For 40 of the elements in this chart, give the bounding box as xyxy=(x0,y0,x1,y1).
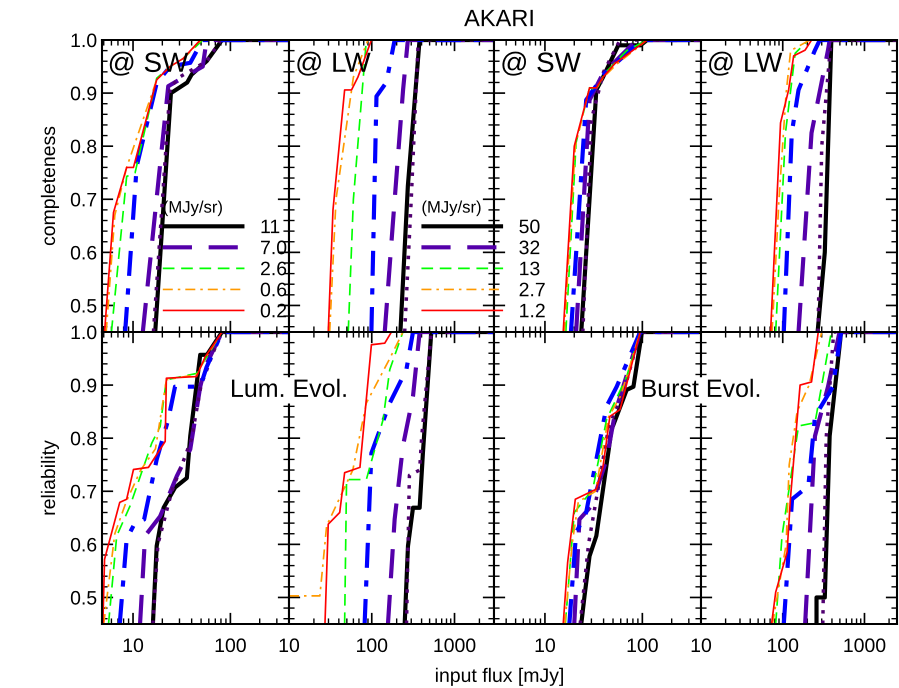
annotation: @ SW xyxy=(502,52,581,76)
x-tick-label: 10 xyxy=(536,638,555,652)
y-tick-label: 1.0 xyxy=(72,33,96,48)
x-tick-label: 10 xyxy=(692,638,712,652)
y-tick-label: 0.6 xyxy=(70,538,96,552)
x-tick-label: 100 xyxy=(357,638,388,652)
legend-label: 50 xyxy=(519,220,540,234)
y-tick-label: 0.5 xyxy=(70,590,96,605)
y-tick-label: 0.7 xyxy=(70,484,96,499)
legend-label: 1.2 xyxy=(520,304,545,318)
x-tick-label: 100 xyxy=(216,638,246,652)
legend-title: (MJy/sr) xyxy=(422,200,481,216)
x-axis-title: input flux [mJy] xyxy=(436,668,563,686)
y-tick-label: 0.8 xyxy=(70,432,96,446)
y-axis-title: reliability xyxy=(40,440,59,515)
chart-title: AKARI xyxy=(464,10,533,26)
legend-label: 13 xyxy=(520,262,540,276)
annotation: Burst Evol. xyxy=(642,378,760,398)
x-tick-label: 1000 xyxy=(844,638,886,652)
x-tick-label: 1000 xyxy=(434,638,476,652)
legend-title: (MJy/sr) xyxy=(164,200,222,216)
y-tick-label: 0.9 xyxy=(70,86,96,100)
y-tick-label: 0.6 xyxy=(70,246,96,260)
y-tick-label: 0.9 xyxy=(70,378,96,392)
y-axis-title: completeness xyxy=(40,126,59,246)
x-tick-label: 10 xyxy=(124,638,144,652)
annotation: @ LW xyxy=(709,52,782,76)
legend-label: 2.6 xyxy=(261,262,286,276)
y-tick-label: 1.0 xyxy=(72,325,96,340)
x-tick-label: 100 xyxy=(628,638,658,652)
legend-label: 32 xyxy=(519,240,540,254)
x-tick-label: 10 xyxy=(280,638,300,652)
legend-label: 11 xyxy=(262,220,280,234)
legend-label: 0.6 xyxy=(260,282,286,296)
y-tick-label: 0.8 xyxy=(70,140,96,154)
y-tick-label: 0.7 xyxy=(70,192,96,207)
x-tick-label: 100 xyxy=(768,638,798,652)
annotation: Lum. Evol. xyxy=(232,378,346,398)
legend-label: 2.7 xyxy=(520,282,545,296)
y-tick-label: 0.5 xyxy=(70,298,96,313)
